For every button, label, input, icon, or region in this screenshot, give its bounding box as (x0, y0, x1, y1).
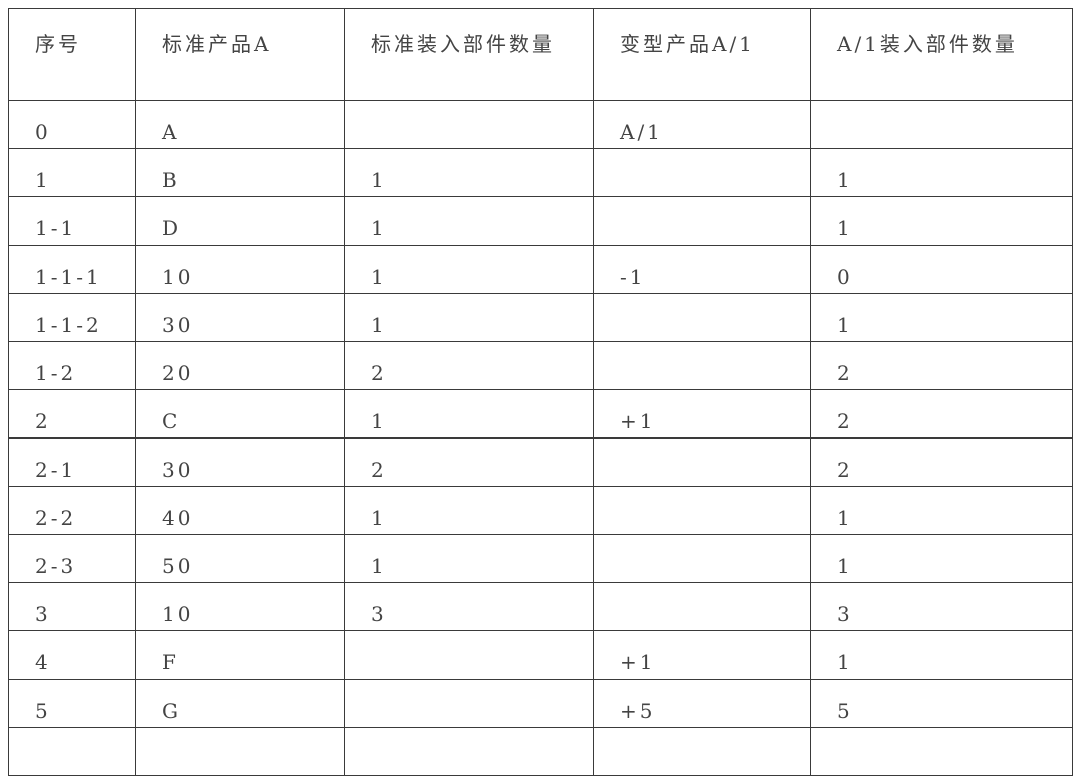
table-cell: 40 (135, 485, 345, 535)
table-cell: 1 (810, 630, 1073, 680)
table-cell: 1 (810, 196, 1073, 246)
table-cell (810, 100, 1073, 150)
table-cell: 1 (344, 244, 594, 294)
table-cell: 3 (344, 582, 594, 632)
table-cell (8, 726, 136, 776)
table-cell (344, 678, 594, 728)
table-cell: 2 (344, 437, 594, 487)
table-cell (593, 485, 811, 535)
table-cell: 20 (135, 341, 345, 391)
table-cell: 2 (810, 389, 1073, 439)
table-cell: 1 (8, 148, 136, 198)
table-cell (810, 726, 1073, 776)
header-cell: 变型产品A/1 (593, 8, 811, 101)
table-cell (344, 726, 594, 776)
table-cell: 2 (344, 341, 594, 391)
table-cell: 1-2 (8, 341, 136, 391)
table-cell: 1 (810, 533, 1073, 584)
table-cell (135, 726, 345, 776)
table-cell: +1 (593, 630, 811, 680)
table-cell: 4 (8, 630, 136, 680)
table-cell: 10 (135, 582, 345, 632)
table-cell (344, 630, 594, 680)
table-cell (593, 196, 811, 246)
table-cell: 1 (344, 196, 594, 246)
table-cell: F (135, 630, 345, 680)
table-cell (593, 726, 811, 776)
table-cell: 3 (810, 582, 1073, 632)
table-cell: A (135, 100, 345, 150)
table-cell (344, 100, 594, 150)
table-cell: 1-1-2 (8, 292, 136, 343)
table-cell: 2-3 (8, 533, 136, 584)
table-cell: 10 (135, 244, 345, 294)
table-cell (593, 582, 811, 632)
header-cell: 标准装入部件数量 (344, 8, 594, 101)
table-cell: 1 (344, 148, 594, 198)
table-cell: 1 (344, 389, 594, 439)
table-cell: 5 (8, 678, 136, 728)
header-cell: 标准产品A (135, 8, 345, 101)
table-cell: 2-2 (8, 485, 136, 535)
table-cell: 1 (810, 148, 1073, 198)
table-cell: 2-1 (8, 437, 136, 487)
table-cell (593, 341, 811, 391)
table-cell: D (135, 196, 345, 246)
table-cell: 1 (344, 292, 594, 343)
table-cell: -1 (593, 244, 811, 294)
table-cell: 1-1 (8, 196, 136, 246)
table-cell: B (135, 148, 345, 198)
table-cell: 0 (810, 244, 1073, 294)
table-cell: 1 (344, 533, 594, 584)
table-cell: C (135, 389, 345, 439)
header-cell: A/1装入部件数量 (810, 8, 1073, 101)
table-cell: 5 (810, 678, 1073, 728)
header-cell: 序号 (8, 8, 136, 101)
table-cell: 30 (135, 437, 345, 487)
table-cell: +5 (593, 678, 811, 728)
table-cell: 1 (810, 485, 1073, 535)
table-cell: +1 (593, 389, 811, 439)
table-cell (593, 148, 811, 198)
table-cell: 50 (135, 533, 345, 584)
table-cell: 2 (810, 341, 1073, 391)
table-cell (593, 292, 811, 343)
table-cell: 3 (8, 582, 136, 632)
table-cell: 30 (135, 292, 345, 343)
table-cell: 1 (810, 292, 1073, 343)
table-cell: A/1 (593, 100, 811, 150)
table-cell (593, 437, 811, 487)
table-cell: 2 (8, 389, 136, 439)
table-cell: 1 (344, 485, 594, 535)
table-cell: G (135, 678, 345, 728)
table-cell: 0 (8, 100, 136, 150)
table-cell: 2 (810, 437, 1073, 487)
table-cell (593, 533, 811, 584)
table-cell: 1-1-1 (8, 244, 136, 294)
